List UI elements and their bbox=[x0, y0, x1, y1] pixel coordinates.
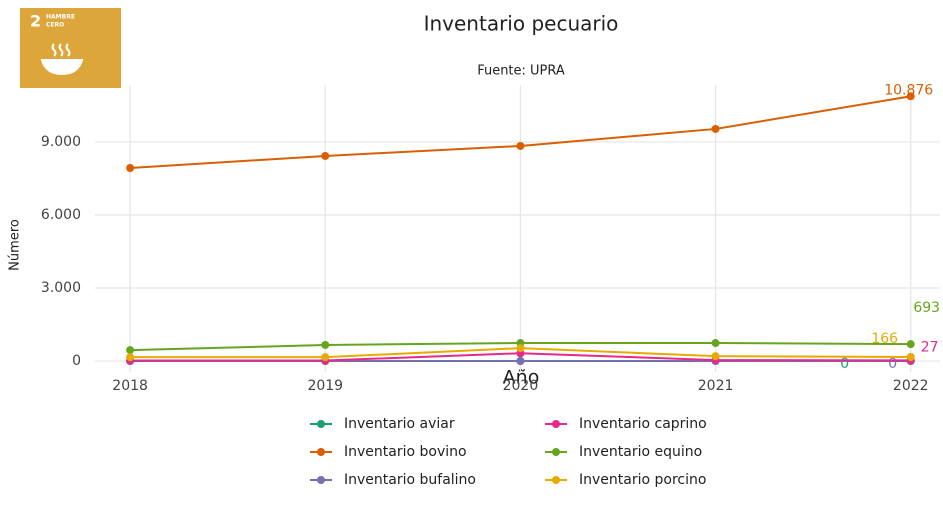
chart-subtitle: Fuente: UPRA bbox=[477, 64, 565, 79]
logo-text: HAMBRE bbox=[46, 14, 75, 21]
data-point bbox=[516, 344, 525, 353]
legend-label: Inventario aviar bbox=[344, 416, 455, 432]
legend-marker bbox=[552, 448, 560, 456]
data-label: 166 bbox=[871, 331, 898, 347]
x-axis-label: Año bbox=[503, 367, 540, 389]
y-tick-label: 0 bbox=[72, 353, 81, 369]
x-tick-label: 2020 bbox=[503, 378, 539, 394]
x-tick-label: 2018 bbox=[112, 378, 148, 394]
x-tick-label: 2019 bbox=[307, 378, 343, 394]
data-point bbox=[906, 92, 915, 101]
data-point bbox=[516, 141, 525, 150]
logo-background bbox=[20, 8, 121, 88]
data-label: 27 bbox=[921, 339, 939, 355]
legend-label: Inventario bovino bbox=[344, 444, 467, 460]
x-tick-label: 2022 bbox=[893, 378, 929, 394]
legend-marker bbox=[552, 420, 560, 428]
x-tick-label: 2021 bbox=[698, 378, 734, 394]
legend-label: Inventario equino bbox=[579, 444, 702, 460]
data-point bbox=[906, 340, 915, 349]
legend-label: Inventario porcino bbox=[579, 472, 706, 488]
data-point bbox=[126, 164, 135, 173]
legend-label: Inventario bufalino bbox=[344, 472, 476, 488]
legend-marker bbox=[317, 420, 325, 428]
data-point bbox=[711, 124, 720, 133]
legend-label: Inventario caprino bbox=[579, 416, 707, 432]
y-tick-label: 6.000 bbox=[41, 207, 81, 223]
legend-marker bbox=[552, 476, 560, 484]
data-point bbox=[321, 353, 330, 362]
data-point bbox=[126, 346, 135, 355]
logo-number: 2 bbox=[30, 12, 41, 31]
data-point bbox=[711, 352, 720, 361]
data-point bbox=[906, 353, 915, 362]
data-point bbox=[126, 353, 135, 362]
legend-marker bbox=[317, 448, 325, 456]
data-point bbox=[516, 357, 525, 366]
legend-marker bbox=[317, 476, 325, 484]
data-label: 0 bbox=[888, 356, 897, 372]
data-point bbox=[321, 340, 330, 349]
y-axis-label: Número bbox=[8, 219, 23, 271]
y-tick-label: 3.000 bbox=[41, 280, 81, 296]
logo-text: CERO bbox=[46, 22, 64, 29]
data-label: 0 bbox=[840, 356, 849, 372]
data-label: 10.876 bbox=[884, 82, 933, 98]
data-point bbox=[321, 151, 330, 160]
y-tick-label: 9.000 bbox=[41, 134, 81, 150]
data-point bbox=[711, 339, 720, 348]
data-label: 693 bbox=[913, 300, 940, 316]
logo-icon bbox=[40, 43, 84, 76]
chart-title: Inventario pecuario bbox=[424, 12, 619, 36]
